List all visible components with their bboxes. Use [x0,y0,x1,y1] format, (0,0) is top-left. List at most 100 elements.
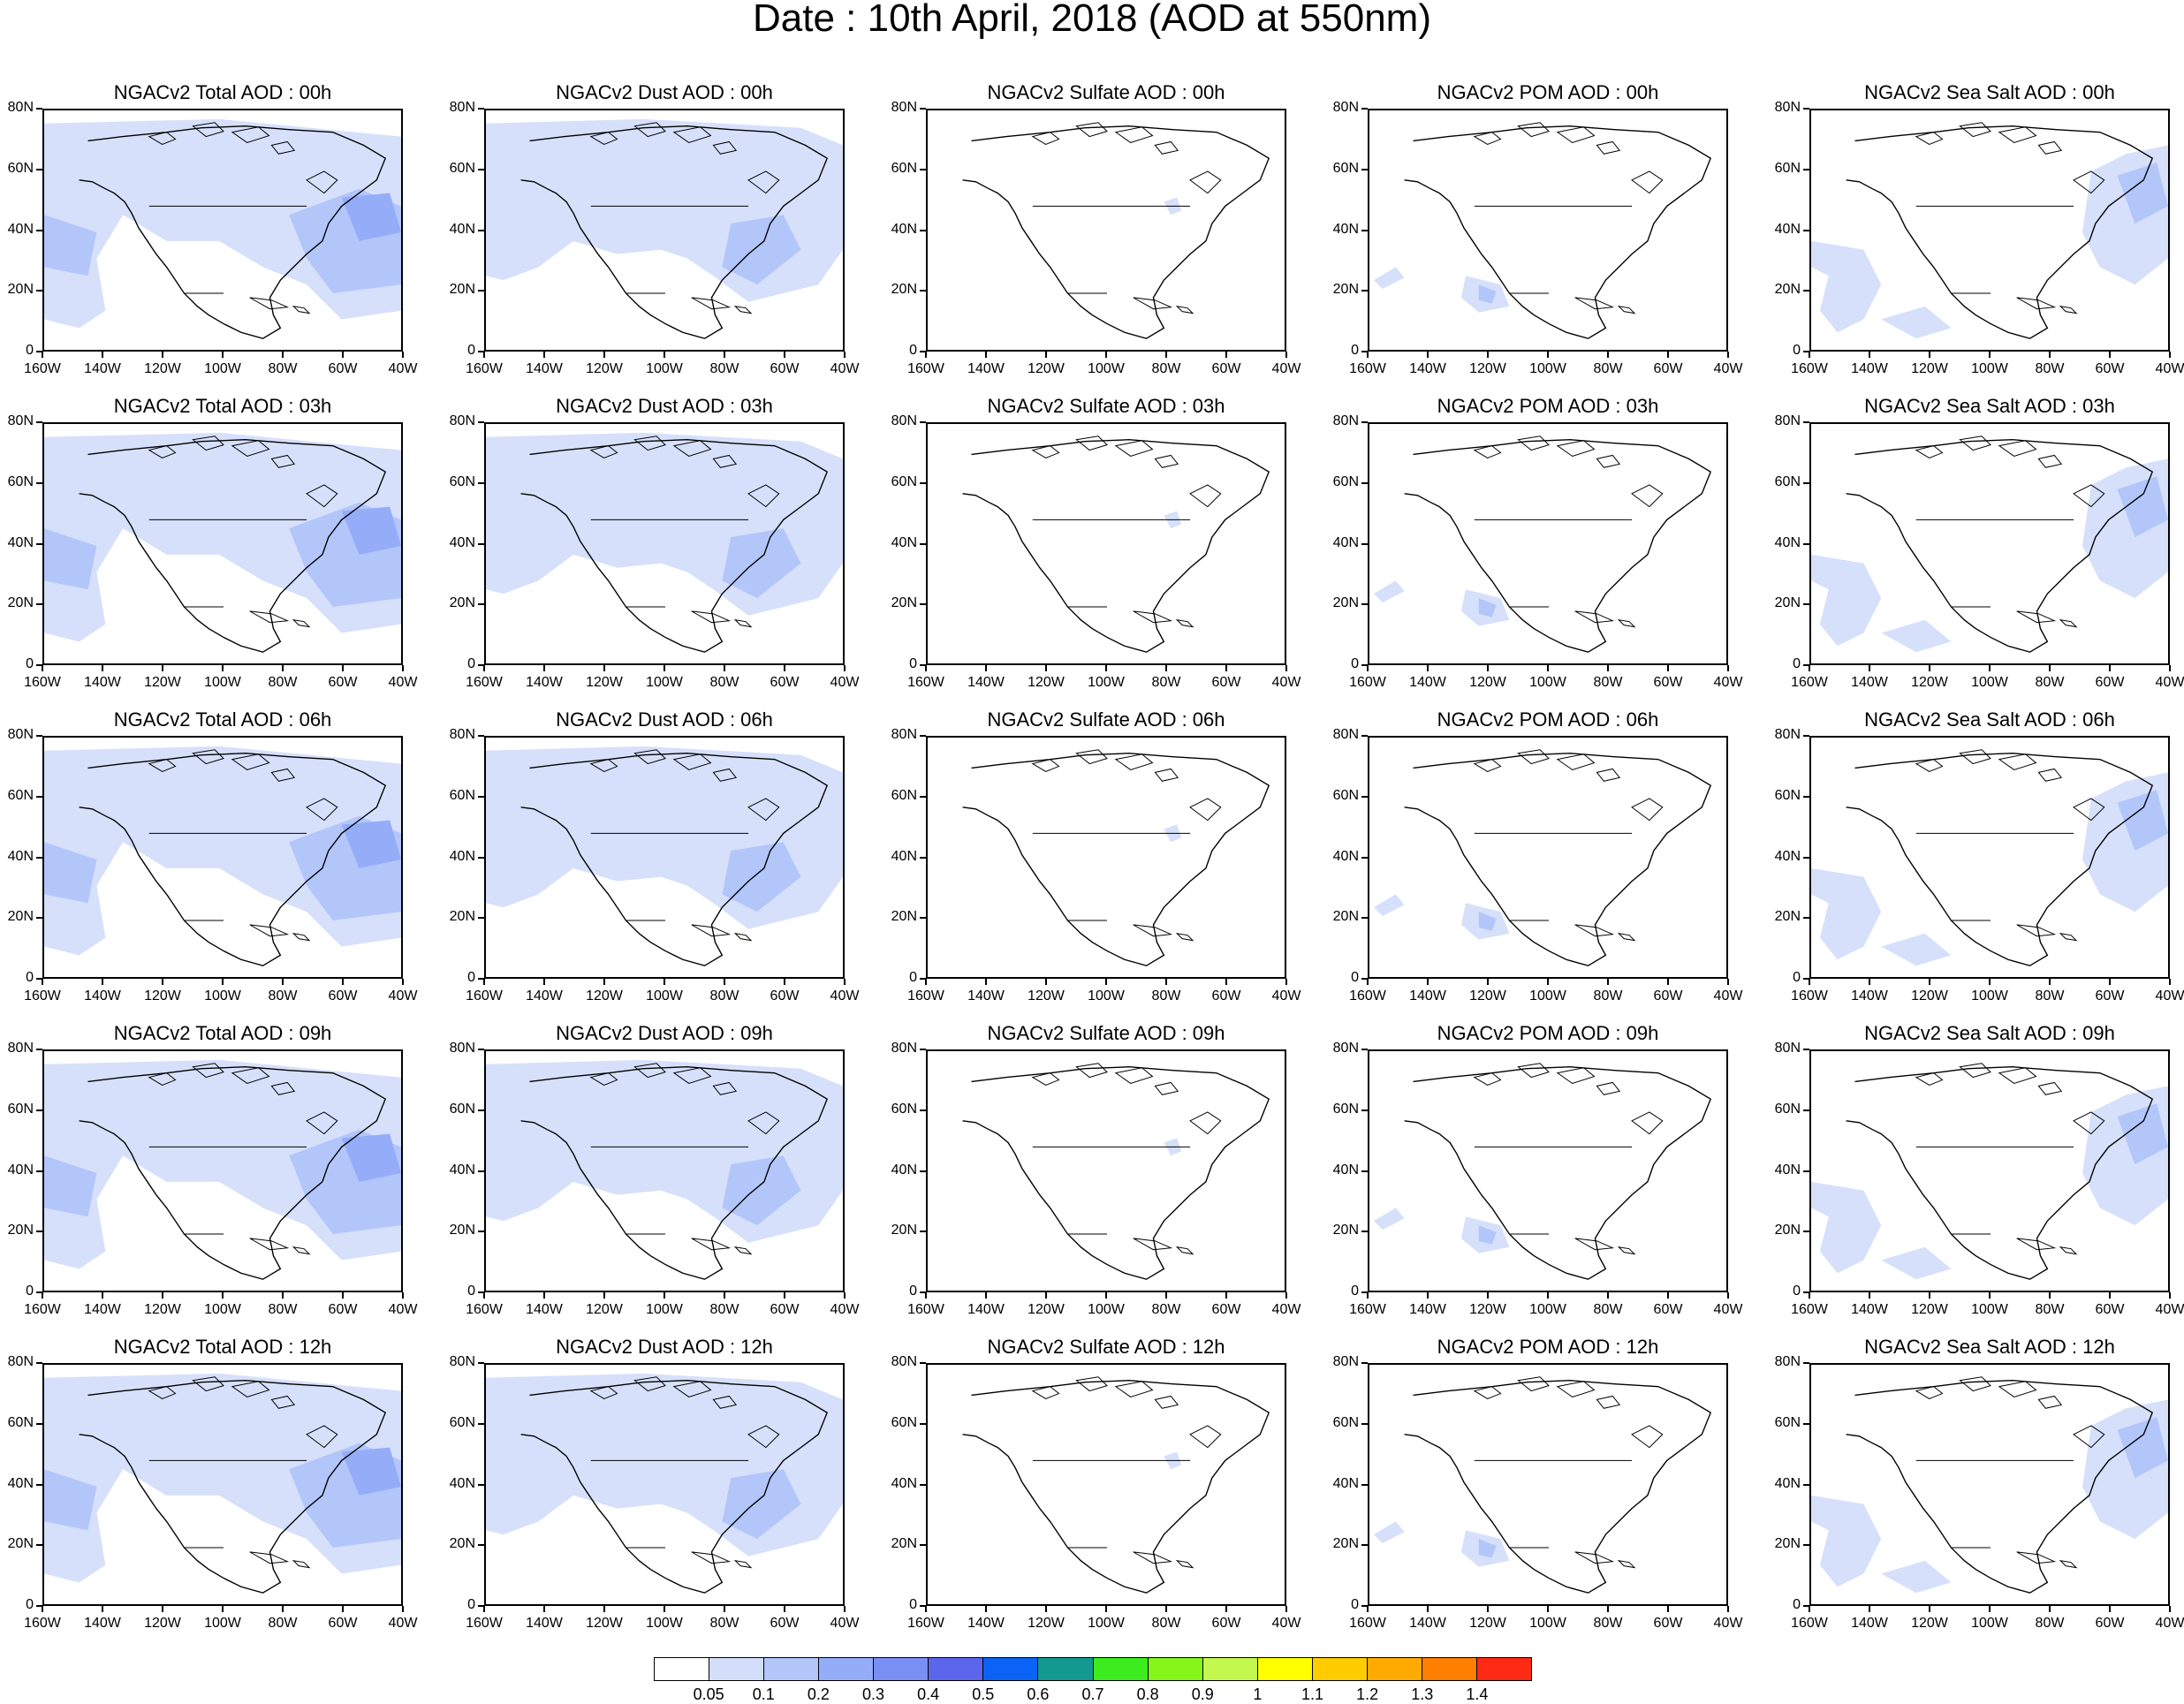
lon-tick [1869,665,1870,671]
lon-tick-label: 140W [526,361,563,376]
lon-tick-label: 40W [2155,1616,2184,1631]
lon-tick [1105,1292,1107,1299]
lat-tick-label: 80N [449,100,475,115]
country-border [148,1459,307,1549]
lon-tick [543,979,545,985]
lat-tick [478,229,484,231]
lat-tick [1803,1422,1809,1425]
lon-tick [724,665,725,671]
arctic-islands [1473,122,1664,314]
aod-map [926,422,1286,665]
lon-tick [102,1292,103,1299]
lat-tick-label: 80N [891,413,917,428]
lat-tick-label: 60N [1774,473,1801,489]
aod-map-svg [1811,435,2168,653]
lat-tick [478,1362,484,1364]
lat-tick-label: 40N [1332,1162,1359,1178]
country-border [148,1146,307,1235]
lat-tick [1803,229,1809,231]
lat-tick-label: 80N [449,1041,475,1056]
lat-tick-label: 80N [7,1041,34,1056]
lon-tick-label: 80W [1151,1616,1181,1631]
lon-tick [1285,352,1287,358]
lat-tick-label: 60N [1774,1101,1801,1117]
lon-tick [1607,352,1609,358]
lat-tick-label: 20N [891,1536,917,1552]
lat-tick [920,664,926,666]
lon-tick-label: 100W [1529,361,1566,376]
panel-title: NGACv2 Sea Salt AOD : 12h [1864,1336,2115,1358]
lon-tick-label: 80W [2035,1616,2065,1631]
lat-tick [36,856,42,859]
lat-tick [1803,1109,1809,1111]
lon-tick [42,352,43,358]
lat-tick [1361,481,1368,484]
lon-tick-label: 80W [709,1616,739,1631]
lat-tick [478,1483,484,1486]
lon-tick [102,979,103,985]
lon-tick [1367,979,1369,985]
lat-tick [920,1049,926,1050]
lon-tick-label: 80W [709,988,739,1003]
aod-map [1809,109,2170,352]
lon-tick [1809,1292,1810,1299]
lon-tick [342,979,344,985]
lon-tick-label: 80W [2035,1302,2065,1317]
lat-tick [1361,1109,1368,1111]
coastline [520,1380,829,1594]
lon-tick [724,1606,725,1612]
coastline [79,1380,387,1594]
aod-map-svg [1811,749,2168,966]
lat-tick-label: 40N [1774,534,1801,550]
lon-tick [724,352,725,358]
lon-tick [1809,352,1810,358]
lon-tick [1547,1606,1549,1612]
aod-map-svg [44,1373,401,1594]
lat-tick-label: 0 [467,343,475,358]
lat-tick-label: 0 [1793,970,1801,985]
aod-map [926,1049,1286,1292]
coastline [1846,1066,2154,1280]
lat-tick [36,229,42,231]
lon-tick [1165,665,1167,671]
lon-tick [543,1606,545,1612]
lat-tick [1361,1483,1368,1486]
lon-tick-label: 120W [1911,988,1948,1003]
panel-title: NGACv2 Sulfate AOD : 03h [987,395,1225,417]
lon-tick-label: 160W [907,1616,944,1631]
country-border [1474,1146,1633,1235]
aod-shading [1811,1086,2168,1280]
panel-title: NGACv2 Sulfate AOD : 00h [987,81,1225,103]
lon-tick [1727,352,1729,358]
lat-tick [478,856,484,859]
lon-tick-label: 120W [144,988,181,1003]
lon-tick [844,1606,846,1612]
lat-tick [36,421,42,423]
lat-tick [1361,229,1368,231]
colorbar-box [1312,1658,1368,1680]
colorbar-box [929,1658,984,1680]
lat-tick-label: 40N [891,1475,917,1491]
lon-tick [543,352,545,358]
country-border [590,205,749,294]
aod-map-svg [1373,1376,1712,1594]
aod-map-svg [44,118,401,339]
lat-tick [1361,168,1368,170]
lat-tick [920,351,926,352]
lat-tick-label: 40N [7,534,34,550]
lon-tick-label: 120W [1469,675,1506,690]
arctic-islands [1915,122,2105,314]
lat-tick [1803,603,1809,606]
lon-tick [1989,352,1991,358]
lat-tick-label: 80N [1774,100,1801,115]
lon-tick-label: 160W [1791,361,1828,376]
lon-tick-label: 160W [1791,988,1828,1003]
lon-tick [1929,979,1930,985]
lon-tick-label: 60W [770,675,800,690]
lon-tick-label: 80W [1151,675,1181,690]
lon-tick-label: 140W [84,988,121,1003]
lat-tick-label: 0 [909,1284,917,1299]
lat-tick [1803,1544,1809,1547]
lon-tick-label: 100W [646,988,683,1003]
lat-tick-label: 40N [891,1162,917,1178]
